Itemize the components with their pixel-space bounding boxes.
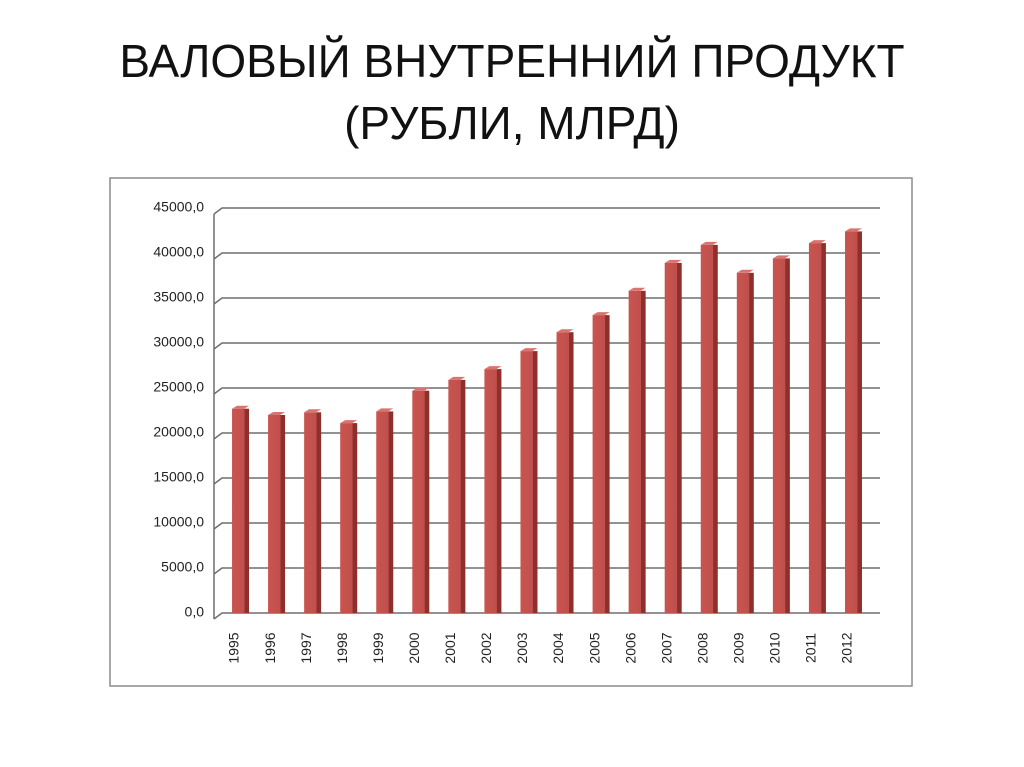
bar-body	[700, 244, 718, 613]
x-tick-label: 2008	[694, 632, 710, 663]
bar-top	[232, 405, 250, 409]
x-tick-label: 1995	[226, 632, 242, 663]
bar	[376, 408, 394, 613]
bar	[628, 287, 646, 613]
bar-top	[412, 387, 430, 391]
bar-top	[340, 420, 358, 424]
bar-body	[304, 412, 322, 613]
bar	[340, 420, 358, 613]
bar-body	[340, 423, 358, 613]
bar-top	[484, 366, 502, 370]
y-tick-label: 10000,0	[153, 514, 204, 530]
bar-top	[520, 348, 538, 352]
y-tick-label: 40000,0	[153, 244, 204, 260]
y-tick-label: 20000,0	[153, 424, 204, 440]
bar-top	[844, 228, 862, 232]
bar-body	[412, 390, 430, 613]
grid-line	[213, 297, 880, 305]
bar-top	[772, 255, 790, 259]
y-tick-label: 45000,0	[153, 199, 204, 215]
bar-top	[556, 329, 574, 333]
y-tick-label: 25000,0	[153, 379, 204, 395]
bar-body	[772, 258, 790, 613]
bar-top	[808, 240, 826, 244]
bar-top	[664, 259, 682, 263]
bar	[664, 259, 682, 613]
y-tick-label: 30000,0	[153, 334, 204, 350]
x-tick-label: 2006	[622, 632, 638, 663]
grid-line	[213, 612, 880, 620]
x-tick-label: 2004	[550, 632, 566, 663]
bar	[556, 329, 574, 613]
bar-body	[376, 411, 394, 613]
grid-line	[213, 387, 880, 395]
x-tick-label: 2007	[658, 632, 674, 663]
y-tick-label: 35000,0	[153, 289, 204, 305]
bar-body	[664, 262, 682, 613]
x-tick-label: 2009	[731, 632, 747, 663]
x-tick-label: 2005	[586, 632, 602, 663]
grid-line	[213, 567, 880, 575]
bar-top	[268, 412, 286, 415]
grid-line	[213, 432, 880, 440]
x-tick-label: 2010	[767, 632, 783, 663]
bar-body	[520, 351, 538, 613]
chart-frame	[109, 177, 913, 687]
y-tick-label: 5000,0	[161, 559, 204, 575]
bar	[592, 312, 610, 613]
bar	[304, 409, 322, 613]
bar	[412, 387, 430, 613]
bar-body	[628, 290, 646, 613]
x-tick-label: 2002	[478, 632, 494, 663]
bar-body	[556, 332, 574, 613]
bar	[808, 240, 826, 613]
x-tick-label: 1998	[334, 632, 350, 663]
bar-top	[376, 408, 394, 412]
bar-body	[736, 272, 754, 613]
bar-top	[628, 287, 646, 291]
bar-top	[304, 409, 322, 413]
x-tick-label: 2012	[839, 632, 855, 663]
bar-body	[808, 243, 826, 613]
y-tick-label: 15000,0	[153, 469, 204, 485]
x-tick-label: 2000	[406, 632, 422, 663]
bar-top	[592, 312, 610, 316]
bar-body	[844, 231, 862, 613]
grid-line	[213, 342, 880, 350]
grid-line	[213, 207, 880, 215]
grid-line	[213, 522, 880, 530]
grid-line	[213, 252, 880, 260]
bar-body	[484, 369, 502, 613]
bar-top	[448, 376, 466, 380]
bar	[520, 348, 538, 613]
bar	[232, 405, 250, 613]
bar	[268, 412, 286, 613]
bar	[844, 228, 862, 613]
bar-body	[232, 408, 250, 613]
bar	[700, 241, 718, 613]
bar	[736, 269, 754, 613]
bar	[484, 366, 502, 613]
x-tick-label: 1997	[298, 632, 314, 663]
bar-body	[268, 415, 286, 613]
bar-body	[592, 315, 610, 613]
x-tick-label: 2003	[514, 632, 530, 663]
chart-title: ВАЛОВЫЙ ВНУТРЕННИЙ ПРОДУКТ (РУБЛИ, МЛРД)	[119, 35, 905, 149]
bar	[772, 255, 790, 613]
x-tick-label: 1996	[262, 632, 278, 663]
x-tick-label: 2001	[442, 632, 458, 663]
x-tick-label: 1999	[370, 632, 386, 663]
x-tick-label: 2011	[803, 633, 819, 663]
grid-line	[213, 477, 880, 485]
y-tick-label: 0,0	[185, 604, 205, 620]
bar-top	[736, 269, 754, 273]
bar-top	[700, 241, 718, 245]
bar-body	[448, 379, 466, 613]
bar	[448, 376, 466, 613]
